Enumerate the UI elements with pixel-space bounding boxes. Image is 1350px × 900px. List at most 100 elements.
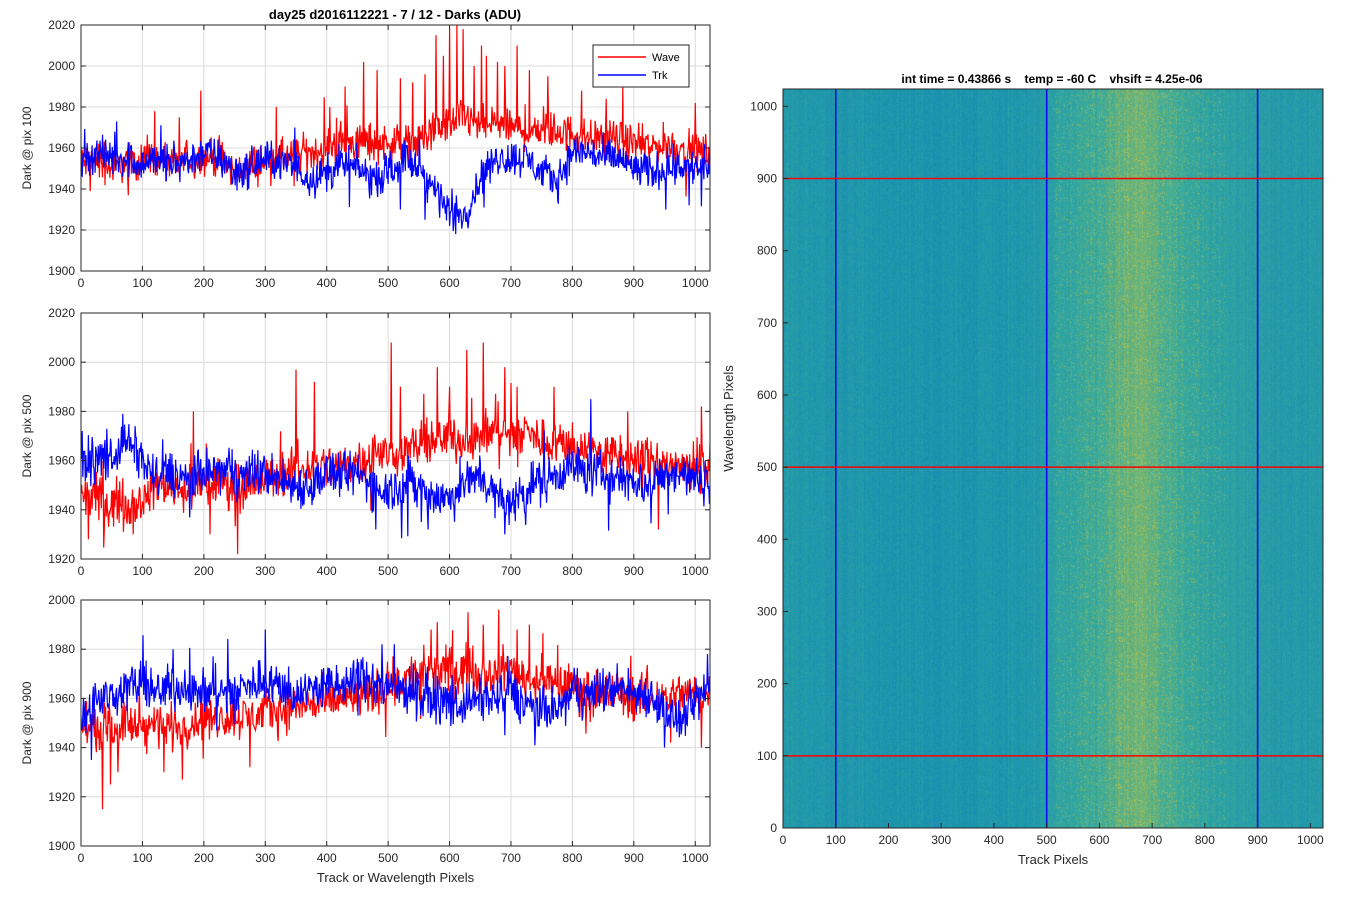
x-tick-label: 400	[317, 564, 337, 578]
heatmap-title: int time = 0.43866 s temp = -60 C vhsift…	[901, 72, 1202, 86]
y-axis-label: Dark @ pix 500	[20, 394, 34, 477]
x-tick-label: 700	[501, 564, 521, 578]
heatmap-y-tick-label: 600	[757, 388, 777, 402]
heatmap-plot: int time = 0.43866 s temp = -60 C vhsift…	[721, 72, 1324, 867]
series-line-wave	[81, 25, 710, 197]
y-tick-label: 1900	[48, 264, 75, 278]
heatmap-x-axis-label: Track Pixels	[1018, 852, 1089, 867]
y-tick-label: 1980	[48, 642, 75, 656]
x-tick-label: 900	[624, 564, 644, 578]
heatmap-y-tick-label: 100	[757, 749, 777, 763]
y-tick-label: 1920	[48, 223, 75, 237]
y-tick-label: 2000	[48, 355, 75, 369]
x-tick-label: 0	[78, 276, 85, 290]
heatmap-y-tick-label: 1000	[750, 99, 777, 113]
heatmap-axes-box	[782, 88, 1324, 829]
heatmap-y-tick-label: 500	[757, 460, 777, 474]
x-tick-label: 800	[562, 851, 582, 865]
x-tick-label: 0	[78, 564, 85, 578]
line-plot-pix-500: 0 100 200 300 400 500 600 700 800 900 1000 1920 1940…	[20, 306, 711, 578]
heatmap-y-tick-label: 200	[757, 677, 777, 691]
heatmap-y-axis-label: Wavelength Pixels	[721, 365, 736, 472]
axes-box	[80, 599, 711, 847]
heatmap-x-tick-label: 0	[780, 833, 787, 847]
legend-trk-label: Trk	[652, 70, 668, 82]
x-tick-label: 700	[501, 851, 521, 865]
x-tick-label: 400	[317, 276, 337, 290]
x-tick-label: 100	[132, 851, 152, 865]
legend-box	[592, 44, 690, 88]
x-tick-label: 0	[78, 851, 85, 865]
line-plot-pix-900: 0 100 200 300 400 500 600 700 800 900 1000 1900 1920…	[20, 593, 711, 885]
y-tick-label: 1980	[48, 404, 75, 418]
x-tick-label: 300	[255, 564, 275, 578]
x-tick-label: 600	[440, 851, 460, 865]
x-tick-label: 200	[194, 276, 214, 290]
heatmap-y-tick-label: 400	[757, 532, 777, 546]
heatmap-x-tick-label: 200	[878, 833, 898, 847]
x-tick-label: 500	[378, 276, 398, 290]
x-tick-label: 600	[440, 564, 460, 578]
legend: Wave Trk	[592, 44, 690, 88]
heatmap-x-tick-label: 400	[984, 833, 1004, 847]
x-tick-label: 900	[624, 851, 644, 865]
heatmap-y-tick-label: 800	[757, 244, 777, 258]
y-axis-label: Dark @ pix 900	[20, 681, 34, 764]
y-tick-label: 2000	[48, 59, 75, 73]
x-tick-label: 100	[132, 564, 152, 578]
heatmap-y-tick-label: 300	[757, 604, 777, 618]
x-tick-label: 1000	[682, 851, 709, 865]
y-tick-label: 1920	[48, 552, 75, 566]
axes-box	[80, 312, 711, 560]
x-tick-label: 300	[255, 851, 275, 865]
heatmap-x-tick-label: 600	[1089, 833, 1109, 847]
x-tick-label: 300	[255, 276, 275, 290]
heatmap-x-tick-label: 800	[1195, 833, 1215, 847]
x-tick-label: 200	[194, 564, 214, 578]
x-axis-label: Track or Wavelength Pixels	[317, 870, 475, 885]
x-tick-label: 800	[562, 276, 582, 290]
y-tick-label: 2000	[48, 593, 75, 607]
y-tick-label: 1960	[48, 141, 75, 155]
y-tick-label: 2020	[48, 306, 75, 320]
x-tick-label: 1000	[682, 276, 709, 290]
y-tick-label: 1920	[48, 790, 75, 804]
y-tick-label: 1900	[48, 839, 75, 853]
x-tick-label: 400	[317, 851, 337, 865]
series-line-wave	[81, 342, 710, 555]
y-tick-label: 1940	[48, 741, 75, 755]
heatmap-x-tick-label: 1000	[1297, 833, 1324, 847]
x-tick-label: 500	[378, 851, 398, 865]
y-tick-label: 1980	[48, 100, 75, 114]
heatmap-x-tick-label: 100	[826, 833, 846, 847]
y-tick-label: 1960	[48, 691, 75, 705]
heatmap-y-tick-label: 700	[757, 316, 777, 330]
heatmap-x-tick-label: 900	[1248, 833, 1268, 847]
x-tick-label: 600	[440, 276, 460, 290]
x-tick-label: 100	[132, 276, 152, 290]
figure-title: day25 d2016112221 - 7 / 12 - Darks (ADU)	[269, 7, 521, 22]
y-tick-label: 2020	[48, 18, 75, 32]
y-tick-label: 1940	[48, 182, 75, 196]
heatmap-y-tick-label: 900	[757, 171, 777, 185]
x-tick-label: 200	[194, 851, 214, 865]
heatmap-image	[783, 89, 1323, 828]
heatmap-x-tick-label: 500	[1037, 833, 1057, 847]
x-tick-label: 700	[501, 276, 521, 290]
series-line-trk	[81, 629, 710, 761]
heatmap-x-tick-label: 300	[931, 833, 951, 847]
x-tick-label: 500	[378, 564, 398, 578]
y-tick-label: 1940	[48, 503, 75, 517]
heatmap-y-tick-label: 0	[770, 821, 777, 835]
x-tick-label: 800	[562, 564, 582, 578]
y-tick-label: 1960	[48, 454, 75, 468]
y-axis-label: Dark @ pix 100	[20, 106, 34, 189]
series-line-trk	[81, 121, 710, 235]
x-tick-label: 900	[624, 276, 644, 290]
plot-area	[81, 600, 710, 846]
x-tick-label: 1000	[682, 564, 709, 578]
heatmap-x-tick-label: 700	[1142, 833, 1162, 847]
series-line-trk	[81, 399, 710, 539]
legend-wave-label: Wave	[652, 52, 680, 64]
plot-area	[81, 313, 710, 559]
